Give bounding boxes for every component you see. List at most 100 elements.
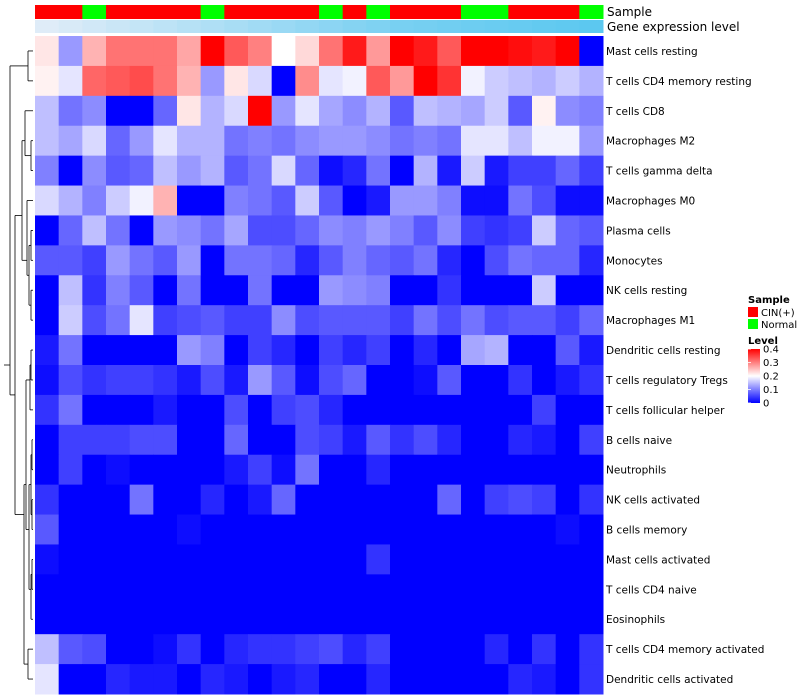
row-label: Macrophages M2 (606, 136, 695, 148)
heatmap-cell (295, 215, 320, 246)
heatmap-cell (342, 574, 367, 605)
heatmap-cell (532, 155, 557, 187)
heatmap-cell (271, 305, 296, 336)
heatmap-cell (58, 155, 83, 187)
heatmap-cell (319, 604, 344, 635)
heatmap-cell (532, 335, 557, 366)
heatmap-cell (484, 484, 509, 516)
heatmap-cell (295, 245, 320, 276)
heatmap-cell (106, 514, 131, 545)
heatmap-cell (35, 365, 60, 396)
heatmap-cell (579, 424, 604, 456)
heatmap-cell (319, 574, 344, 605)
heatmap-cell (82, 365, 107, 396)
heatmap-cell (153, 484, 178, 516)
heatmap-cell (106, 245, 131, 276)
heatmap-cell (555, 634, 580, 665)
heatmap-cell (461, 664, 486, 695)
heatmap-cell (532, 544, 557, 575)
heatmap-cell (200, 335, 225, 366)
heatmap-cell (82, 155, 107, 187)
gene-expression-annotation-cell (342, 20, 367, 33)
heatmap-cell (295, 36, 320, 67)
heatmap-cell (295, 155, 320, 187)
heatmap-cell (58, 394, 83, 426)
heatmap-cell (390, 664, 415, 695)
sample-annotation-cell (58, 5, 83, 19)
heatmap-cell (437, 454, 462, 486)
sample-annotation-cell (271, 5, 296, 19)
heatmap-cell (106, 36, 131, 67)
heatmap-cell (579, 125, 604, 157)
heatmap-cell (248, 365, 273, 396)
gene-expression-annotation-cell (224, 20, 249, 33)
gene-expression-annotation-cell (437, 20, 462, 33)
heatmap-cell (248, 454, 273, 486)
heatmap-cell (295, 484, 320, 516)
heatmap-cell (271, 634, 296, 665)
heatmap-cell (437, 394, 462, 426)
heatmap-cell (555, 95, 580, 127)
heatmap-cell (319, 394, 344, 426)
heatmap-cell (484, 604, 509, 635)
heatmap-cell (129, 95, 154, 127)
legend-level-title: Level (748, 336, 778, 347)
heatmap-cell (58, 245, 83, 276)
heatmap-cell (271, 664, 296, 695)
heatmap-cell (153, 155, 178, 187)
heatmap-cell (532, 574, 557, 605)
heatmap-cell (390, 155, 415, 187)
heatmap-cell (532, 365, 557, 396)
heatmap-cell (508, 36, 533, 67)
heatmap-cell (366, 305, 391, 336)
heatmap-cell (82, 604, 107, 635)
heatmap-cell (319, 95, 344, 127)
heatmap-cell (366, 95, 391, 127)
heatmap-cell (153, 514, 178, 545)
heatmap-cell (413, 634, 438, 665)
heatmap-cell (508, 424, 533, 456)
heatmap-cell (342, 664, 367, 695)
heatmap-cell (295, 95, 320, 127)
heatmap-cell (177, 514, 202, 545)
gene-expression-annotation-cell (153, 20, 178, 33)
heatmap-cell (508, 305, 533, 336)
heatmap-cell (82, 634, 107, 665)
heatmap-cell (106, 65, 131, 97)
heatmap-cell (319, 424, 344, 456)
heatmap-cell (271, 125, 296, 157)
heatmap-cell (461, 65, 486, 97)
heatmap-cell (532, 275, 557, 306)
heatmap-cell (153, 215, 178, 246)
heatmap-cell (342, 245, 367, 276)
heatmap-cell (437, 574, 462, 605)
heatmap-cell (35, 335, 60, 366)
heatmap-cell (224, 544, 249, 575)
heatmap-cell (508, 185, 533, 216)
heatmap-cell (35, 125, 60, 157)
heatmap-cell (579, 155, 604, 187)
heatmap-cell (82, 454, 107, 486)
row-label: B cells memory (606, 525, 687, 537)
heatmap-cell (579, 245, 604, 276)
heatmap-cell (35, 185, 60, 216)
heatmap-cell (35, 544, 60, 575)
heatmap-cell (106, 634, 131, 665)
legend-swatch-normal (748, 319, 758, 329)
heatmap-cell (129, 185, 154, 216)
heatmap-cell (461, 454, 486, 486)
heatmap-cell (129, 215, 154, 246)
heatmap-cell (390, 634, 415, 665)
sample-annotation-cell (153, 5, 178, 19)
heatmap-cell (58, 215, 83, 246)
heatmap-cell (342, 36, 367, 67)
heatmap-cell (508, 155, 533, 187)
row-label: T cells regulatory Tregs (605, 375, 728, 387)
heatmap-cell (579, 185, 604, 216)
heatmap-cell (579, 484, 604, 516)
heatmap-cell (129, 424, 154, 456)
gene-expression-annotation-cell (82, 20, 107, 33)
heatmap-cell (532, 634, 557, 665)
heatmap-cell (248, 544, 273, 575)
heatmap-cell (271, 514, 296, 545)
